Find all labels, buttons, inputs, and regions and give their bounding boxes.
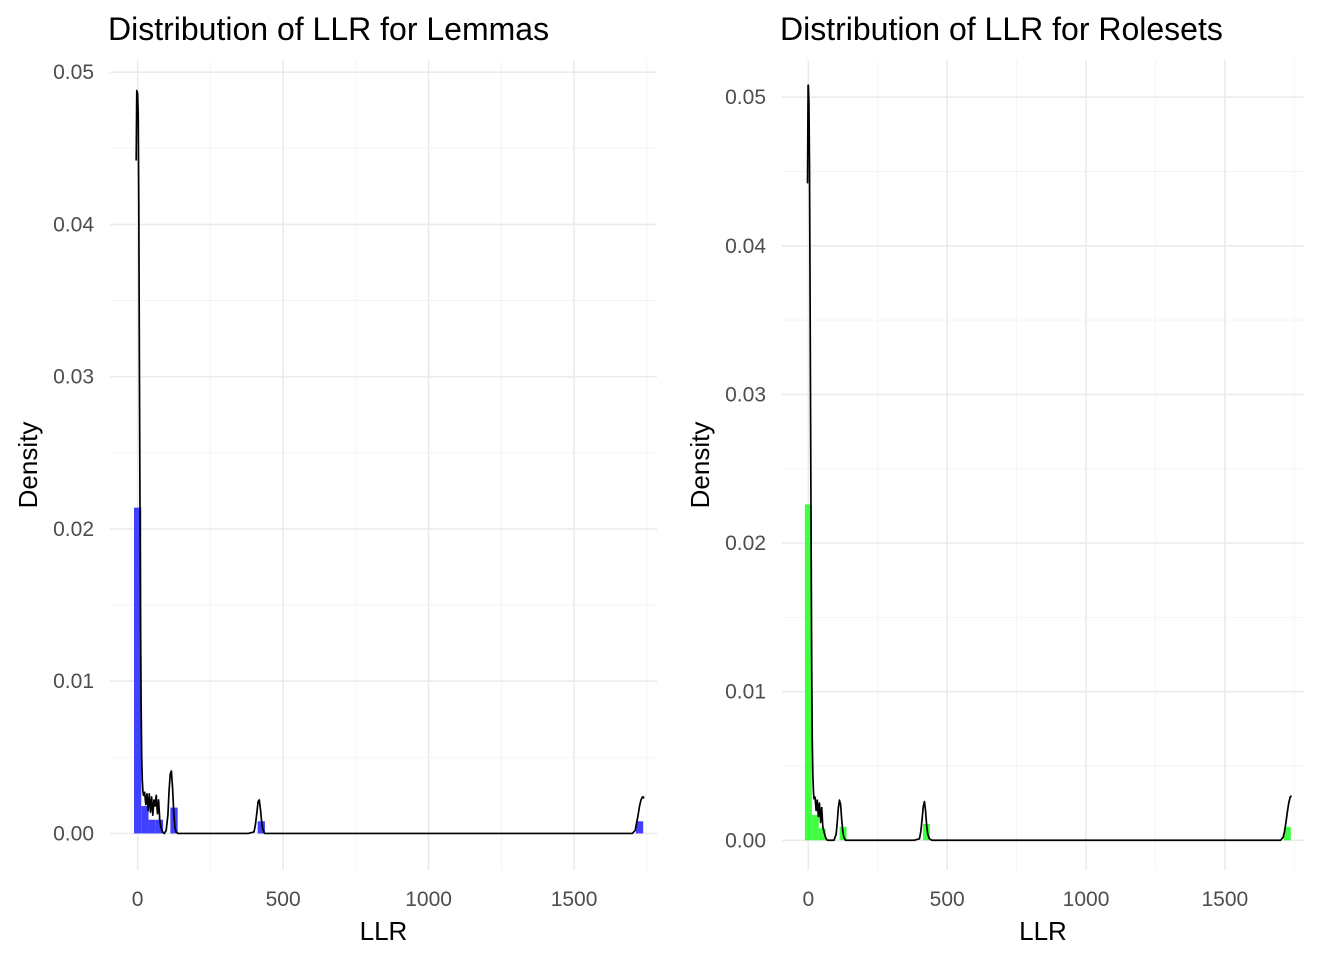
histogram-bar (134, 507, 142, 834)
histogram-bar (155, 819, 164, 834)
x-tick-label: 1500 (1202, 888, 1249, 911)
x-tick-label: 500 (266, 888, 301, 911)
y-tick-label: 0.04 (53, 213, 94, 236)
y-tick-label: 0.02 (725, 532, 766, 555)
x-tick-label: 0 (132, 888, 144, 911)
y-tick-label: 0.01 (53, 670, 94, 693)
x-axis-title: LLR (1019, 916, 1067, 946)
y-axis-title: Density (13, 422, 43, 509)
chart-panel-2: 0.00 0.01 0.02 0.03 0.04 0.05 0 500 1000 1500 Dist… (685, 11, 1304, 946)
histogram-bar (635, 821, 644, 834)
x-tick-label: 1500 (551, 888, 598, 911)
histogram-bar (922, 823, 930, 841)
histogram-bar (818, 828, 826, 841)
histogram-bar (804, 504, 812, 841)
y-tick-label: 0.05 (725, 86, 766, 109)
y-tick-label: 0.05 (53, 61, 94, 84)
histogram-bar (148, 819, 156, 834)
y-tick-label: 0.03 (725, 383, 766, 406)
x-tick-label: 0 (803, 888, 815, 911)
y-tick-label: 0.01 (725, 681, 766, 704)
histogram-bar (257, 821, 265, 834)
x-axis-title: LLR (360, 916, 408, 946)
density-curve (135, 89, 645, 835)
chart-title: Distribution of LLR for Lemmas (108, 11, 549, 47)
y-tick-label: 0.03 (53, 366, 94, 389)
x-tick-label: 1000 (1063, 888, 1110, 911)
x-tick-label: 500 (930, 888, 965, 911)
chart-panel-1: 0.00 0.01 0.02 0.03 0.04 0.05 0 500 1000 1500 Dist… (13, 11, 657, 946)
chart-title: Distribution of LLR for Rolesets (780, 11, 1223, 47)
x-tick-label: 1000 (405, 888, 452, 911)
density-curve (806, 84, 1293, 842)
histogram-bar (811, 815, 819, 841)
y-tick-label: 0.02 (53, 518, 94, 541)
y-tick-label: 0.00 (53, 822, 94, 845)
y-tick-label: 0.04 (725, 235, 766, 258)
y-axis-title: Density (685, 422, 715, 509)
histogram-bar (141, 806, 149, 834)
histogram-bar (1283, 826, 1291, 841)
y-tick-label: 0.00 (725, 829, 766, 852)
